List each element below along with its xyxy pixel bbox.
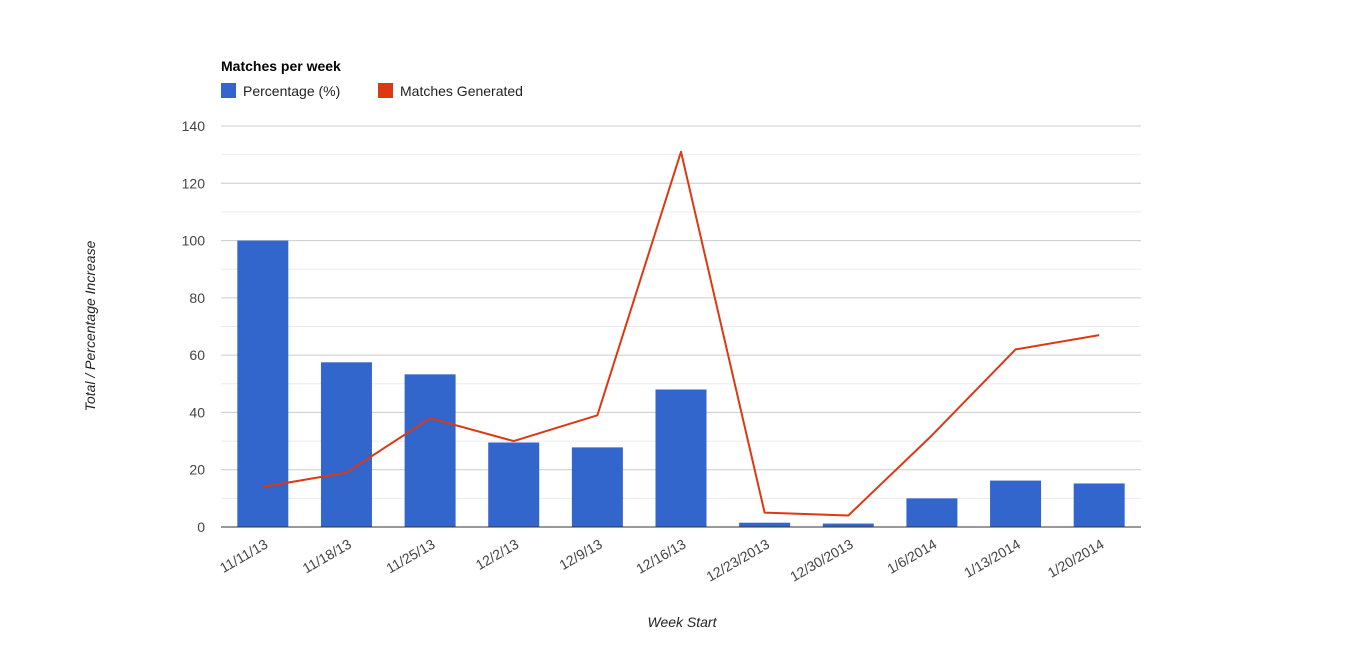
legend: Percentage (%) Matches Generated: [221, 83, 523, 99]
y-tick-label: 80: [189, 290, 205, 306]
y-axis-title: Total / Percentage Increase: [82, 240, 98, 411]
bar[interactable]: [739, 522, 791, 527]
x-tick-label: 1/6/2014: [884, 536, 939, 577]
line-point[interactable]: [260, 484, 265, 489]
line-point[interactable]: [846, 513, 851, 518]
bar[interactable]: [237, 240, 289, 528]
legend-swatch-percentage: [221, 83, 236, 98]
x-axis-ticks: 11/11/13 11/18/13 11/25/13 12/2/13 12/9/13 12…: [217, 536, 1107, 585]
bar[interactable]: [906, 498, 958, 527]
y-tick-label: 140: [182, 118, 206, 134]
line-point[interactable]: [595, 413, 600, 418]
y-tick-label: 20: [189, 462, 205, 478]
x-tick-label: 12/2/13: [473, 536, 522, 573]
bar[interactable]: [990, 480, 1042, 527]
x-tick-label: 11/18/13: [300, 536, 354, 577]
line-point[interactable]: [929, 433, 934, 438]
x-axis-title: Week Start: [648, 614, 718, 630]
line-point[interactable]: [428, 416, 433, 421]
bar[interactable]: [822, 523, 874, 527]
line-point[interactable]: [344, 470, 349, 475]
chart-title: Matches per week: [221, 58, 341, 74]
bar[interactable]: [488, 442, 540, 527]
bar[interactable]: [320, 362, 372, 527]
y-tick-label: 0: [197, 519, 205, 535]
bar[interactable]: [655, 389, 707, 527]
x-tick-label: 12/23/2013: [703, 536, 772, 585]
line-point[interactable]: [1097, 333, 1102, 338]
x-tick-label: 12/9/13: [556, 536, 605, 573]
line-point[interactable]: [762, 510, 767, 515]
x-tick-label: 1/13/2014: [961, 536, 1023, 581]
line-series-matches-generated: [260, 149, 1102, 518]
legend-item-matches-generated[interactable]: Matches Generated: [378, 83, 523, 99]
line-point[interactable]: [679, 149, 684, 154]
y-tick-label: 100: [182, 233, 206, 249]
bar[interactable]: [404, 374, 456, 527]
legend-label-matches-generated: Matches Generated: [400, 83, 523, 99]
x-tick-label: 11/25/13: [383, 536, 437, 577]
line-point[interactable]: [511, 439, 516, 444]
x-tick-label: 12/30/2013: [787, 536, 856, 585]
line-point[interactable]: [1013, 347, 1018, 352]
bar[interactable]: [571, 447, 623, 527]
legend-label-percentage: Percentage (%): [243, 83, 340, 99]
y-axis-ticks: 0 20 40 60 80 100 120 140: [182, 118, 206, 535]
x-tick-label: 11/11/13: [217, 536, 271, 576]
x-tick-label: 1/20/2014: [1045, 536, 1107, 581]
legend-item-percentage[interactable]: Percentage (%): [221, 83, 340, 99]
y-tick-label: 40: [189, 404, 205, 420]
x-tick-label: 12/16/13: [633, 536, 688, 577]
bar-series-percentage: [237, 240, 1125, 528]
legend-swatch-matches-generated: [378, 83, 393, 98]
y-tick-label: 60: [189, 347, 205, 363]
y-tick-label: 120: [182, 175, 206, 191]
bar[interactable]: [1073, 483, 1125, 527]
series-line[interactable]: [262, 150, 1100, 517]
